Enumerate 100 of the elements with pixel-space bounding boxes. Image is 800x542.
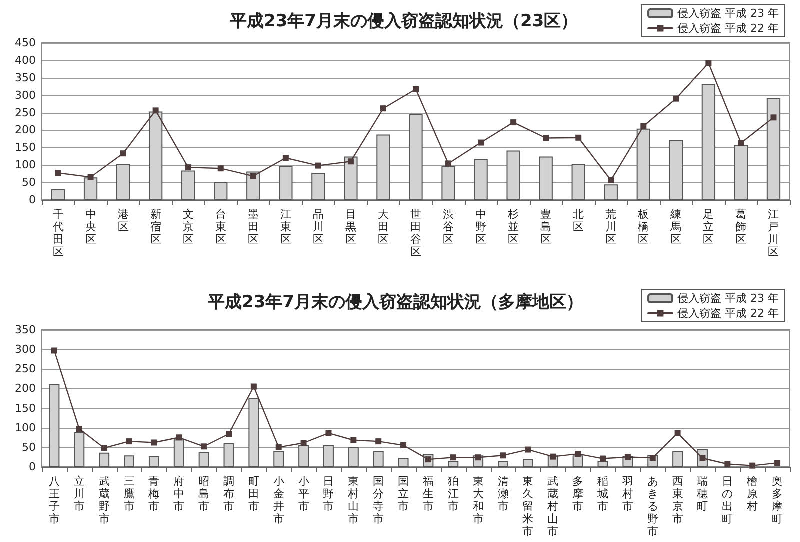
bar (99, 452, 110, 467)
x-tick-label: 国分寺市 (373, 474, 384, 526)
bar (116, 164, 130, 200)
x-tick-label: 中央区 (85, 208, 96, 246)
bar (448, 461, 459, 467)
bar (734, 145, 748, 200)
bar (148, 456, 160, 467)
bar (348, 447, 359, 467)
x-tick-label: 武蔵野市 (98, 474, 110, 526)
point (126, 438, 132, 445)
x-tick-label: 昭島市 (198, 474, 210, 513)
point (315, 162, 322, 169)
bar (74, 432, 85, 467)
legend-label: 侵入窃盗 平成 22 年 (678, 22, 780, 35)
y-tick-label: 200 (15, 124, 36, 137)
point (673, 96, 680, 102)
x-tick-label: 東久留米市 (522, 474, 534, 538)
y-tick-label: 50 (22, 440, 36, 454)
chart-title: 平成23年7月末の侵入窃盗認知状況（23区） (229, 12, 578, 32)
point (750, 462, 756, 469)
y-tick-label: 100 (15, 158, 36, 172)
bar (572, 164, 586, 200)
x-tick-label: 武蔵村山市 (546, 474, 559, 538)
point (608, 177, 614, 184)
point (51, 348, 58, 354)
bar (124, 456, 135, 467)
point (348, 158, 354, 165)
point (774, 460, 781, 466)
point (706, 60, 712, 66)
point (185, 164, 192, 171)
bar (182, 170, 196, 200)
point (525, 446, 532, 453)
bar (323, 445, 334, 467)
bar (373, 451, 384, 467)
x-tick-label: 江東区 (280, 208, 292, 246)
bar (636, 128, 650, 200)
bar (474, 159, 488, 200)
x-tick-label: 東大和市 (472, 474, 484, 526)
x-tick-label: 文京区 (182, 208, 194, 246)
x-tick-label: 稲城市 (596, 474, 608, 513)
x-tick-label: 調布市 (224, 474, 234, 513)
point (176, 434, 182, 441)
bar (214, 182, 228, 200)
point (510, 120, 517, 126)
point (500, 452, 506, 459)
point (550, 454, 556, 460)
x-tick-label: 中野区 (476, 208, 487, 246)
y-tick-label: 150 (15, 402, 36, 415)
y-tick-label: 0 (29, 194, 36, 206)
point (120, 150, 126, 157)
bar (49, 384, 60, 467)
point (413, 86, 419, 92)
x-tick-label: 狛江市 (448, 474, 459, 513)
x-tick-label: 渋谷区 (443, 208, 454, 246)
y-tick-label: 300 (15, 343, 36, 356)
point (624, 454, 631, 460)
x-tick-label: 檜原村 (746, 474, 758, 513)
bar (224, 444, 234, 467)
point (543, 135, 550, 142)
y-tick-label: 350 (15, 324, 36, 336)
bar (198, 452, 210, 467)
x-tick-label: 清瀬市 (498, 474, 509, 513)
x-tick-label: 台東区 (215, 208, 226, 246)
x-tick-label: 世田谷区 (410, 208, 422, 258)
point (770, 114, 777, 121)
x-tick-label: 小金井市 (273, 474, 284, 526)
point (282, 155, 289, 162)
x-tick-label: 福生市 (422, 474, 434, 513)
x-tick-label: 葛飾区 (736, 208, 747, 246)
point (376, 438, 382, 445)
y-tick-label: 0 (29, 460, 36, 474)
x-tick-label: 江戸川区 (768, 208, 780, 258)
point (152, 108, 159, 114)
bar (344, 156, 358, 200)
bar (51, 190, 66, 200)
point (350, 437, 357, 444)
x-tick-label: 荒川区 (606, 208, 617, 246)
bar (376, 134, 390, 200)
bar (398, 458, 409, 467)
x-tick-label: 品川区 (312, 208, 324, 246)
point (226, 431, 232, 438)
point (276, 444, 282, 450)
x-tick-label: 西東京市 (672, 474, 684, 526)
x-tick-label: 千代田区 (52, 208, 64, 258)
point (250, 384, 257, 390)
x-tick-label: 墨田区 (248, 208, 259, 246)
x-tick-label: 国立市 (398, 474, 410, 513)
x-tick-label: 八王子市 (48, 474, 60, 526)
chart-title: 平成23年7月末の侵入窃盗認知状況（多摩地区） (207, 292, 584, 312)
point (575, 451, 582, 458)
x-tick-label: 足立区 (703, 208, 714, 246)
point (446, 160, 452, 167)
x-tick-label: 小平市 (298, 474, 310, 513)
bar (598, 462, 608, 467)
x-tick-label: 三鷹市 (124, 474, 135, 513)
bar (498, 462, 509, 467)
point (201, 444, 208, 450)
point (250, 173, 256, 180)
bar (539, 156, 553, 200)
x-tick-label: 大田区 (378, 208, 389, 246)
